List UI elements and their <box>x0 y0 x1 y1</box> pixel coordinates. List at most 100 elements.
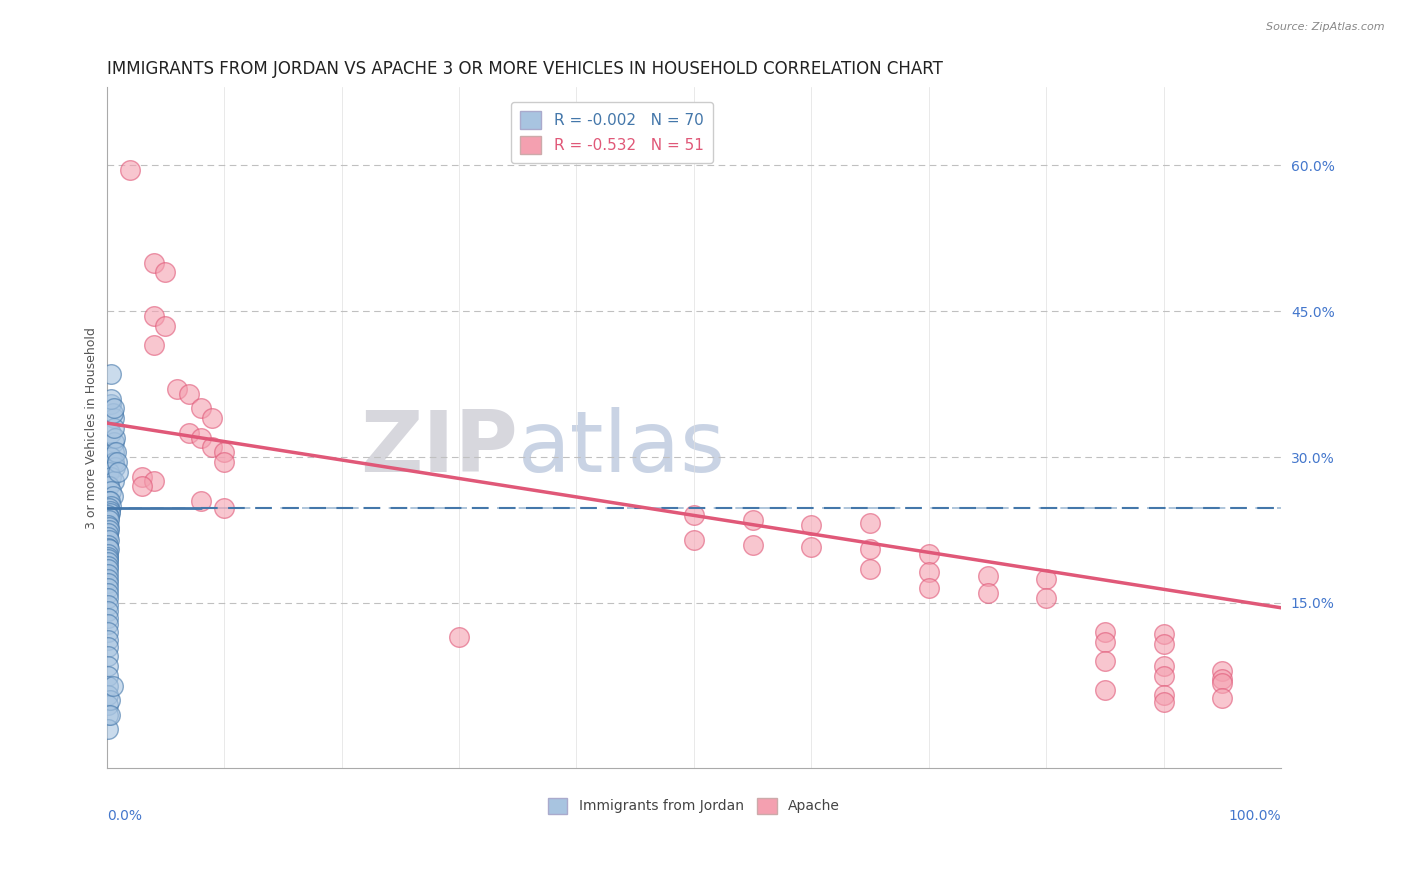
Point <box>97 649 120 664</box>
Point <box>1094 654 1116 668</box>
Point <box>918 547 941 561</box>
Point <box>131 469 153 483</box>
Point <box>1153 689 1175 703</box>
Point <box>98 542 121 557</box>
Point <box>98 707 121 722</box>
Point <box>97 508 120 523</box>
Point <box>741 538 763 552</box>
Point <box>97 659 120 673</box>
Point <box>201 440 224 454</box>
Point <box>212 445 235 459</box>
Point <box>105 455 128 469</box>
Point <box>683 508 706 523</box>
Point <box>1153 637 1175 651</box>
Point <box>107 465 129 479</box>
Point <box>103 401 125 416</box>
Text: 100.0%: 100.0% <box>1229 809 1281 823</box>
Point <box>1094 625 1116 640</box>
Point <box>97 625 120 640</box>
Point <box>447 630 470 644</box>
Point <box>100 484 122 499</box>
Point <box>1211 675 1233 690</box>
Point <box>98 513 121 527</box>
Point <box>97 576 120 591</box>
Point <box>98 533 121 547</box>
Point <box>103 411 125 425</box>
Point <box>98 479 121 493</box>
Point <box>97 707 120 722</box>
Point <box>859 562 882 576</box>
Point <box>1094 635 1116 649</box>
Point <box>97 698 120 712</box>
Point <box>97 541 120 555</box>
Point <box>1153 669 1175 683</box>
Point <box>103 435 125 450</box>
Point <box>103 455 125 469</box>
Point <box>98 493 121 508</box>
Point <box>103 445 125 459</box>
Point <box>177 425 200 440</box>
Point <box>190 493 212 508</box>
Point <box>97 547 120 561</box>
Point <box>97 552 120 566</box>
Point <box>100 392 122 406</box>
Point <box>98 523 121 537</box>
Point <box>97 562 120 576</box>
Text: atlas: atlas <box>517 407 725 490</box>
Point <box>97 530 120 544</box>
Text: Source: ZipAtlas.com: Source: ZipAtlas.com <box>1267 22 1385 32</box>
Point <box>97 550 120 565</box>
Point <box>97 632 120 647</box>
Point <box>1094 683 1116 698</box>
Point <box>98 493 121 508</box>
Point <box>98 500 121 515</box>
Point <box>741 513 763 527</box>
Point <box>918 565 941 579</box>
Point <box>97 669 120 683</box>
Point <box>98 510 121 524</box>
Point <box>1211 691 1233 706</box>
Point <box>155 265 177 279</box>
Point <box>859 542 882 557</box>
Point <box>97 525 120 540</box>
Point <box>97 723 120 737</box>
Point <box>800 540 823 554</box>
Point <box>166 382 188 396</box>
Point <box>100 469 122 483</box>
Point <box>98 503 121 517</box>
Point <box>97 586 120 600</box>
Point <box>142 309 165 323</box>
Y-axis label: 3 or more Vehicles in Household: 3 or more Vehicles in Household <box>86 327 98 529</box>
Point <box>190 401 212 416</box>
Text: ZIP: ZIP <box>360 407 517 490</box>
Point <box>683 533 706 547</box>
Point <box>859 516 882 531</box>
Point <box>142 475 165 489</box>
Point <box>1153 627 1175 641</box>
Point <box>97 538 120 552</box>
Point <box>97 598 120 612</box>
Point <box>97 582 120 596</box>
Point <box>1153 695 1175 709</box>
Point <box>212 500 235 515</box>
Point <box>97 604 120 618</box>
Point <box>1035 591 1057 605</box>
Point <box>976 586 998 600</box>
Point <box>97 518 120 533</box>
Point <box>201 411 224 425</box>
Point <box>155 318 177 333</box>
Point <box>103 475 125 489</box>
Point <box>212 455 235 469</box>
Point <box>131 479 153 493</box>
Point <box>190 431 212 445</box>
Point <box>103 421 125 435</box>
Point <box>120 163 142 178</box>
Text: 0.0%: 0.0% <box>107 809 142 823</box>
Point <box>97 566 120 581</box>
Point <box>142 255 165 269</box>
Point <box>1153 659 1175 673</box>
Point <box>98 465 121 479</box>
Point <box>104 459 127 474</box>
Point <box>100 499 122 513</box>
Point <box>97 689 120 703</box>
